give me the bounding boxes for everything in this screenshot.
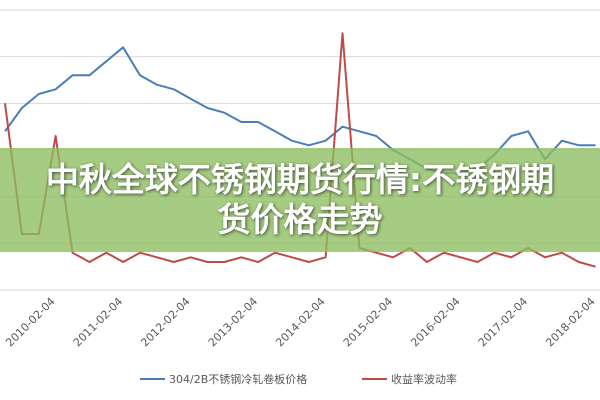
x-tick-label: 2011-02-04 [71, 295, 125, 349]
x-tick-label: 2014-02-04 [273, 295, 327, 349]
title-banner: 中秋全球不锈钢期货行情:不锈钢期货价格走势 [0, 148, 600, 252]
x-tick-label: 2016-02-04 [408, 295, 462, 349]
legend-label: 304/2B不锈钢冷轧卷板价格 [169, 372, 307, 386]
legend-label: 收益率波动率 [391, 372, 457, 386]
x-tick-label: 2013-02-04 [206, 295, 260, 349]
x-tick-label: 2017-02-04 [476, 295, 530, 349]
x-tick-label: 2018-02-04 [543, 295, 597, 349]
series-line [4, 32, 596, 268]
x-tick-label: 2012-02-04 [138, 295, 192, 349]
chart-title: 中秋全球不锈钢期货行情:不锈钢期货价格走势 [45, 160, 555, 239]
x-tick-label: 2015-02-04 [341, 295, 395, 349]
x-tick-label: 2010-02-04 [3, 295, 57, 349]
